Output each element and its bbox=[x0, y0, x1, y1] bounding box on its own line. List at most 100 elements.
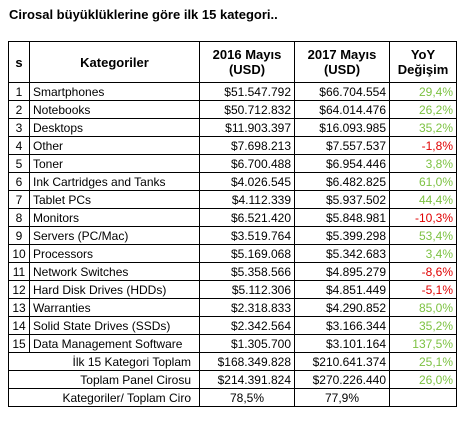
cell: Solid State Drives (SSDs) bbox=[29, 316, 200, 335]
row: 10 Processors $5.169.068 $5.342.683 3,4% bbox=[8, 244, 457, 263]
cell: $4.895.279 bbox=[294, 262, 390, 281]
cell: 44,4% bbox=[389, 190, 457, 209]
cell: $4.112.339 bbox=[199, 190, 295, 209]
row: 1 Smartphones $51.547.792 $66.704.554 29,4% bbox=[8, 82, 457, 101]
cell: Toner bbox=[29, 154, 200, 173]
cell: Desktops bbox=[29, 118, 200, 137]
summary-cell: 26,0% bbox=[389, 370, 457, 389]
cell: $5.169.068 bbox=[199, 244, 295, 263]
row: 7 Tablet PCs $4.112.339 $5.937.502 44,4% bbox=[8, 190, 457, 209]
cell: -1,8% bbox=[389, 136, 457, 155]
empty-cell bbox=[389, 388, 457, 407]
cell: Network Switches bbox=[29, 262, 200, 281]
cell: 3 bbox=[8, 118, 30, 137]
cell: $6.700.488 bbox=[199, 154, 295, 173]
cell: 3,8% bbox=[389, 154, 457, 173]
row: 5 Toner $6.700.488 $6.954.446 3,8% bbox=[8, 154, 457, 173]
cell: Hard Disk Drives (HDDs) bbox=[29, 280, 200, 299]
summary-cell: 78,5% bbox=[199, 388, 295, 407]
cell: $5.399.298 bbox=[294, 226, 390, 245]
summary-row: Kategoriler/ Toplam Ciro 78,5% 77,9% bbox=[8, 388, 457, 407]
cell: $7.698.213 bbox=[199, 136, 295, 155]
cell: $5.112.306 bbox=[199, 280, 295, 299]
cell: -10,3% bbox=[389, 208, 457, 227]
cell: 35,2% bbox=[389, 316, 457, 335]
summary-cell: 25,1% bbox=[389, 352, 457, 371]
cell: $4.851.449 bbox=[294, 280, 390, 299]
header-row: s Kategoriler 2016 Mayıs (USD) 2017 Mayıs (US… bbox=[8, 41, 457, 83]
cell: 61,0% bbox=[389, 172, 457, 191]
cell: $16.093.985 bbox=[294, 118, 390, 137]
header-text: 2017 Mayıs bbox=[307, 47, 377, 62]
cell: 2 bbox=[8, 100, 30, 119]
cell: 29,4% bbox=[389, 82, 457, 101]
row: 13 Warranties $2.318.833 $4.290.852 85,0% bbox=[8, 298, 457, 317]
summary-cell: Toplam Panel Cirosu bbox=[8, 370, 200, 389]
cell: $4.026.545 bbox=[199, 172, 295, 191]
cell: 3,4% bbox=[389, 244, 457, 263]
cell: $6.521.420 bbox=[199, 208, 295, 227]
row: 4 Other $7.698.213 $7.557.537 -1,8% bbox=[8, 136, 457, 155]
cell: $3.166.344 bbox=[294, 316, 390, 335]
cell: Processors bbox=[29, 244, 200, 263]
cell: $6.482.825 bbox=[294, 172, 390, 191]
cell: Servers (PC/Mac) bbox=[29, 226, 200, 245]
row: 8 Monitors $6.521.420 $5.848.981 -10,3% bbox=[8, 208, 457, 227]
cell: $6.954.446 bbox=[294, 154, 390, 173]
header-text: YoY bbox=[410, 47, 436, 62]
summary-cell: $168.349.828 bbox=[199, 352, 295, 371]
cell: 10 bbox=[8, 244, 30, 263]
table-body: 1 Smartphones $51.547.792 $66.704.554 29,4% 2… bbox=[8, 82, 457, 407]
cell: $51.547.792 bbox=[199, 82, 295, 101]
row: 15 Data Management Software $1.305.700 $3.1… bbox=[8, 334, 457, 353]
row: 12 Hard Disk Drives (HDDs) $5.112.306 $4.85… bbox=[8, 280, 457, 299]
header-text: s bbox=[15, 54, 23, 70]
cell: Ink Cartridges and Tanks bbox=[29, 172, 200, 191]
summary-cell: Kategoriler/ Toplam Ciro bbox=[8, 388, 200, 407]
cell: 12 bbox=[8, 280, 30, 299]
cell: 6 bbox=[8, 172, 30, 191]
cell: 15 bbox=[8, 334, 30, 353]
cell: $2.318.833 bbox=[199, 298, 295, 317]
row: 9 Servers (PC/Mac) $3.519.764 $5.399.298 53,… bbox=[8, 226, 457, 245]
cell: Other bbox=[29, 136, 200, 155]
cell: Data Management Software bbox=[29, 334, 200, 353]
cell: $4.290.852 bbox=[294, 298, 390, 317]
row: 3 Desktops $11.903.397 $16.093.985 35,2% bbox=[8, 118, 457, 137]
cell: 1 bbox=[8, 82, 30, 101]
cell: $66.704.554 bbox=[294, 82, 390, 101]
cell: $11.903.397 bbox=[199, 118, 295, 137]
header-cell: Kategoriler bbox=[29, 41, 200, 83]
header-text: 2016 Mayıs bbox=[212, 47, 282, 62]
cell: $50.712.832 bbox=[199, 100, 295, 119]
cell: Notebooks bbox=[29, 100, 200, 119]
header-cell: 2017 Mayıs (USD) bbox=[294, 41, 390, 83]
cell: Smartphones bbox=[29, 82, 200, 101]
cell: 11 bbox=[8, 262, 30, 281]
cell: 53,4% bbox=[389, 226, 457, 245]
header-text: Değişim bbox=[397, 62, 449, 77]
cell: -5,1% bbox=[389, 280, 457, 299]
cell: $7.557.537 bbox=[294, 136, 390, 155]
header-cell: YoY Değişim bbox=[389, 41, 457, 83]
header-cell: s bbox=[8, 41, 30, 83]
cell: $64.014.476 bbox=[294, 100, 390, 119]
header-cell: 2016 Mayıs (USD) bbox=[199, 41, 295, 83]
summary-cell: İlk 15 Kategori Toplam bbox=[8, 352, 200, 371]
summary-row: İlk 15 Kategori Toplam $168.349.828 $210.6… bbox=[8, 352, 457, 371]
cell: 7 bbox=[8, 190, 30, 209]
header-text: (USD) bbox=[323, 62, 361, 77]
table: s Kategoriler 2016 Mayıs (USD) 2017 Mayıs (US… bbox=[8, 41, 457, 407]
cell: Tablet PCs bbox=[29, 190, 200, 209]
cell: $3.519.764 bbox=[199, 226, 295, 245]
summary-row: Toplam Panel Cirosu $214.391.824 $270.226.… bbox=[8, 370, 457, 389]
cell: $3.101.164 bbox=[294, 334, 390, 353]
cell: 35,2% bbox=[389, 118, 457, 137]
cell: Monitors bbox=[29, 208, 200, 227]
summary-cell: 77,9% bbox=[294, 388, 390, 407]
cell: $2.342.564 bbox=[199, 316, 295, 335]
cell: 9 bbox=[8, 226, 30, 245]
cell: $1.305.700 bbox=[199, 334, 295, 353]
cell: 4 bbox=[8, 136, 30, 155]
summary-cell: $214.391.824 bbox=[199, 370, 295, 389]
